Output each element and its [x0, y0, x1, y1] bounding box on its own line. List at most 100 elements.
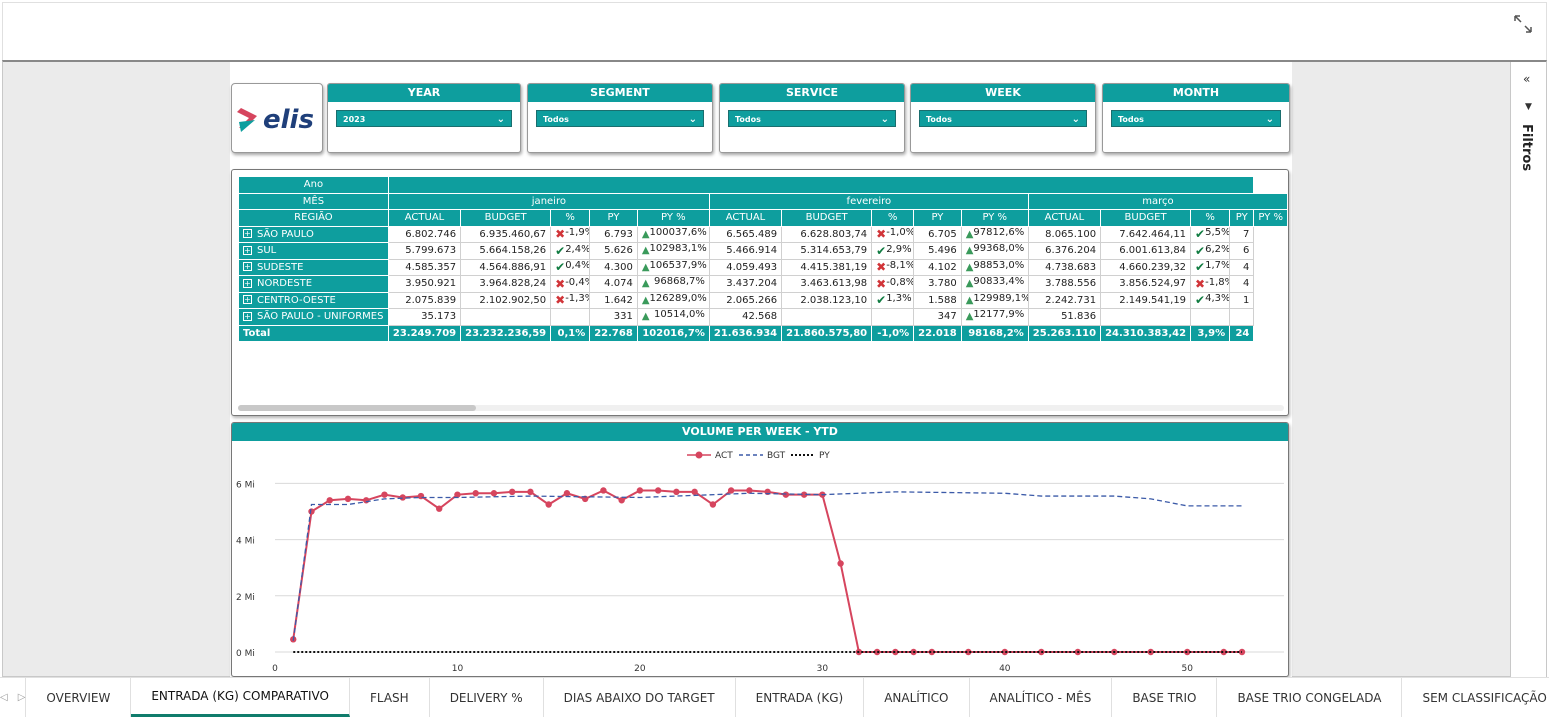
cross-icon: ✖	[876, 227, 887, 242]
region-label: + NORDESTE	[238, 275, 389, 293]
month-dropdown[interactable]: Todos ⌄	[1111, 110, 1281, 127]
budget-cell	[460, 308, 552, 326]
total-cell: 3,9%	[1190, 324, 1231, 342]
up-triangle-icon: ▲	[641, 294, 650, 306]
table-row[interactable]: +NORDESTE3.950.9213.964.828,24✖-0,4%4.07…	[238, 275, 1288, 293]
pct-value: 1,3%	[886, 293, 912, 305]
py-pct-cell: ▲ 102983,1%	[636, 242, 710, 260]
table-row[interactable]: + SÃO PAULO - UNIFORMES 35.173 331 ▲ 10514,0%…	[238, 308, 1288, 326]
month-header: janeiro	[387, 192, 710, 210]
tab-overview[interactable]: OVERVIEW	[26, 678, 132, 717]
expand-icon[interactable]: +	[243, 229, 252, 239]
pct-value: 1,7%	[1205, 260, 1230, 272]
week-dropdown[interactable]: Todos ⌄	[919, 110, 1087, 127]
collapse-icon[interactable]: «	[1523, 72, 1531, 86]
filters-pane[interactable]: « ▼ Filtros	[1510, 62, 1546, 679]
budget-cell	[781, 308, 873, 326]
pct-cell: ✔ 2,9%	[871, 242, 915, 260]
expand-icon[interactable]: +	[243, 311, 252, 321]
data-point	[344, 495, 352, 503]
region-name: NORDESTE	[257, 278, 313, 290]
pct-cell: ✔ 1,3%	[871, 291, 915, 309]
table-row[interactable]: + SUDESTE 4.585.357 4.564.886,91 ✔ 0,4% 4.300 ▲…	[238, 258, 1288, 276]
slicer-title: WEEK	[911, 84, 1095, 102]
year-dropdown[interactable]: 2023 ⌄	[336, 110, 512, 127]
expand-icon[interactable]	[1512, 13, 1534, 35]
next-page-icon[interactable]: ▷	[17, 692, 26, 703]
page-tabs: ◁ ▷ OVERVIEW ENTRADA (KG) COMPARATIVO FLAS…	[0, 677, 1549, 717]
tab-flash[interactable]: FLASH	[350, 678, 430, 717]
pct-value: 5,5%	[1205, 227, 1230, 239]
tab-anal-tico[interactable]: ANALÍTICO	[864, 678, 970, 717]
py-cell: 6.705	[913, 225, 962, 243]
tab-entrada-kg-comparativo[interactable]: ENTRADA (KG) COMPARATIVO	[131, 678, 350, 717]
svg-text:elis: elis	[263, 105, 314, 135]
up-triangle-icon: ▲	[641, 311, 650, 323]
header-ano-span	[387, 176, 1255, 194]
scrollbar-thumb[interactable]	[238, 405, 476, 411]
slicer-service: SERVICE Todos ⌄	[719, 83, 905, 153]
budget-cell: 6.935.460,67	[460, 225, 552, 243]
py-pct-cell: ▲ 129989,1%	[960, 291, 1029, 309]
data-point	[490, 490, 498, 497]
legend-item: PY	[791, 451, 830, 461]
data-point	[654, 487, 662, 494]
expand-icon[interactable]: +	[243, 295, 252, 305]
x-tick-label: 50	[1182, 664, 1194, 674]
actual-cell: 5.799.673	[387, 242, 462, 260]
actual-cell: 4.059.493	[708, 258, 783, 276]
table-row[interactable]: +SÃO PAULO6.802.7466.935.460,67✖-1,9%6.7…	[238, 225, 1288, 243]
tab-entrada-kg[interactable]: ENTRADA (KG)	[736, 678, 865, 717]
y-tick-label: 6 Mi	[236, 480, 255, 490]
tab-base-trio-congelada[interactable]: BASE TRIO CONGELADA	[1217, 678, 1403, 717]
data-point	[454, 491, 461, 498]
py-cell: 5.626	[589, 242, 638, 260]
horizontal-scrollbar[interactable]	[238, 405, 1284, 411]
budget-cell: 7.642.464,11	[1100, 225, 1192, 243]
check-icon: ✔	[555, 243, 566, 258]
py-pct-cell: ▲ 96868,7%	[636, 275, 710, 293]
tab-anal-tico-m-s[interactable]: ANALÍTICO - MÊS	[970, 678, 1113, 717]
data-point	[1220, 648, 1227, 656]
tab-dias-abaixo-do-target[interactable]: DIAS ABAIXO DO TARGET	[544, 678, 736, 717]
pct-value: 2,4%	[565, 243, 590, 255]
pct-cell: ✖ -0,8%	[871, 275, 915, 293]
up-triangle-icon: ▲	[641, 261, 650, 273]
table-row[interactable]: + CENTRO-OESTE 2.075.8392.102.902,50✖-1,3%…	[238, 291, 1288, 309]
budget-cell: 4.660.239,32	[1100, 258, 1192, 276]
filters-label: Filtros	[1519, 124, 1534, 172]
total-cell: -1,0%	[871, 324, 915, 342]
logo-card: elis	[231, 83, 323, 153]
x-tick-label: 10	[452, 664, 464, 674]
y-tick-label: 0 Mi	[236, 649, 255, 659]
tab-delivery[interactable]: DELIVERY %	[430, 678, 544, 717]
data-point	[709, 501, 717, 508]
data-point	[508, 488, 516, 496]
pct-cell: ✔ 0,4%	[550, 258, 591, 276]
actual-cell: 6.565.489	[708, 225, 783, 243]
column-header: PY %	[960, 209, 1029, 227]
expand-icon[interactable]: +	[243, 262, 252, 272]
total-cell: 21.860.575,80	[781, 324, 873, 342]
tab-base-trio[interactable]: BASE TRIO	[1112, 678, 1218, 717]
total-cell: 21.636.934	[708, 324, 783, 342]
tab-sem-classifica-o[interactable]: SEM CLASSIFICAÇÃO	[1402, 678, 1549, 717]
segment-dropdown[interactable]: Todos ⌄	[536, 110, 704, 127]
service-dropdown[interactable]: Todos ⌄	[728, 110, 896, 127]
legend-label: ACT	[715, 451, 733, 461]
slicer-title: SERVICE	[720, 84, 904, 102]
dropdown-value: Todos	[543, 115, 569, 124]
expand-icon[interactable]: +	[243, 245, 252, 255]
chevron-down-icon: ⌄	[688, 114, 697, 125]
pct-cell	[1190, 308, 1231, 326]
py-cell: 4.074	[589, 275, 638, 293]
prev-page-icon[interactable]: ◁	[0, 692, 8, 703]
pct-value: -1,9%	[565, 227, 589, 239]
data-point	[618, 497, 625, 504]
data-point	[965, 648, 972, 656]
pct-cell	[550, 308, 591, 326]
pct-value: -1,3%	[565, 293, 589, 305]
expand-icon[interactable]: +	[243, 278, 252, 288]
up-triangle-icon: ▲	[965, 261, 974, 273]
table-row[interactable]: + SUL 5.799.673 5.664.158,26 ✔ 2,4% 5.626 ▲ 1029…	[238, 242, 1288, 260]
